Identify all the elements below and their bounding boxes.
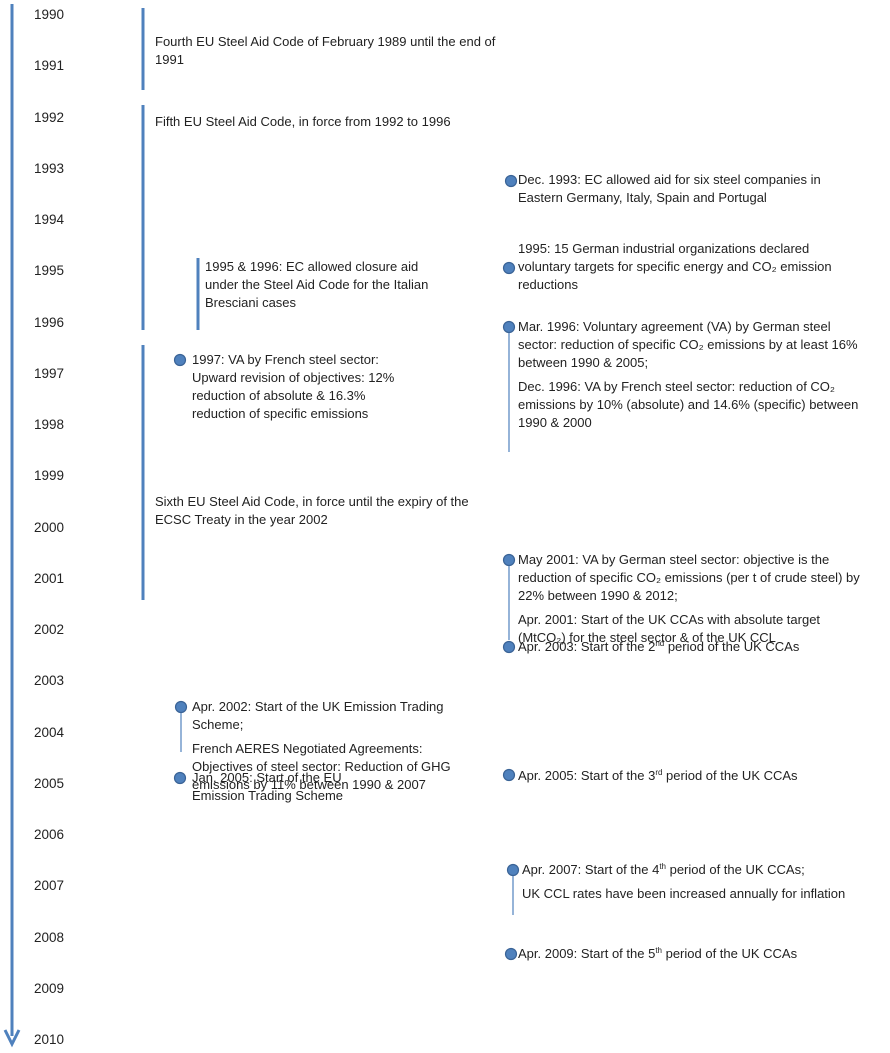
year-label: 1992 bbox=[34, 109, 65, 125]
event-dot bbox=[502, 320, 516, 334]
event-text: Apr. 2009: Start of the 5th period of th… bbox=[518, 946, 798, 961]
aid-code: Sixth EU Steel Aid Code, in force until … bbox=[155, 493, 500, 535]
year-label: 1991 bbox=[34, 58, 65, 74]
event-text: Apr. 2002: Start of the UK Emission Trad… bbox=[192, 699, 444, 732]
year-label: 2005 bbox=[34, 775, 65, 791]
event: 1997: VA by French steel sector: Upward … bbox=[192, 351, 417, 429]
axis-arrow bbox=[3, 1029, 21, 1048]
year-label: 1996 bbox=[34, 314, 65, 330]
event-text: UK CCL rates have been increased annuall… bbox=[522, 886, 846, 901]
event-text: French AERES Negotiated Agreements: Obje… bbox=[192, 741, 451, 792]
event-text: 1995 & 1996: EC allowed closure aid unde… bbox=[205, 259, 429, 310]
event-text: Apr. 2003: Start of the 2nd period of th… bbox=[518, 639, 800, 654]
event-text: May 2001: VA by German steel sector: obj… bbox=[518, 552, 860, 603]
aid-code: Fifth EU Steel Aid Code, in force from 1… bbox=[155, 113, 515, 137]
year-label: 2006 bbox=[34, 827, 65, 842]
event-dot bbox=[173, 771, 187, 785]
event-text: Jan. 2005: Start of the EU Emission Trad… bbox=[192, 770, 344, 803]
event-dot bbox=[502, 553, 516, 567]
event: Apr. 2007: Start of the 4th period of th… bbox=[522, 861, 862, 909]
event: Apr. 2005: Start of the 3rd period of th… bbox=[518, 767, 868, 791]
event: Jan. 2005: Start of the EU Emission Trad… bbox=[192, 769, 392, 811]
year-label: 2008 bbox=[34, 929, 65, 945]
event-dot bbox=[506, 863, 520, 877]
year-label: 2007 bbox=[34, 878, 65, 894]
event-text: 1997: VA by French steel sector: Upward … bbox=[192, 352, 395, 421]
year-label: 2010 bbox=[34, 1032, 65, 1047]
event-dot bbox=[173, 353, 187, 367]
year-label: 2001 bbox=[34, 570, 65, 586]
aid-code: Fourth EU Steel Aid Code of February 198… bbox=[155, 33, 500, 75]
event-dot bbox=[174, 700, 188, 714]
event-dot bbox=[502, 768, 516, 782]
year-label: 1995 bbox=[34, 263, 65, 279]
aid-code: 1995 & 1996: EC allowed closure aid unde… bbox=[205, 258, 440, 318]
event-text: Fourth EU Steel Aid Code of February 198… bbox=[155, 34, 496, 67]
year-label: 2009 bbox=[34, 980, 65, 996]
event-text: Dec. 1993: EC allowed aid for six steel … bbox=[518, 172, 821, 205]
year-label: 2000 bbox=[34, 519, 65, 535]
event: Apr. 2002: Start of the UK Emission Trad… bbox=[192, 698, 457, 800]
event-text: 1995: 15 German industrial organizations… bbox=[518, 241, 832, 292]
year-label: 2003 bbox=[34, 673, 65, 689]
year-label: 1990 bbox=[34, 7, 65, 22]
event: Mar. 1996: Voluntary agreement (VA) by G… bbox=[518, 318, 863, 438]
event-text: Sixth EU Steel Aid Code, in force until … bbox=[155, 494, 469, 527]
year-label: 1993 bbox=[34, 160, 65, 176]
year-label: 1997 bbox=[34, 365, 65, 381]
event: Apr. 2009: Start of the 5th period of th… bbox=[518, 945, 868, 969]
event: 1995: 15 German industrial organizations… bbox=[518, 240, 858, 300]
event-dot bbox=[502, 640, 516, 654]
event-dot bbox=[504, 947, 518, 961]
year-label: 2002 bbox=[34, 622, 65, 637]
event: May 2001: VA by German steel sector: obj… bbox=[518, 551, 868, 653]
event: Apr. 2003: Start of the 2nd period of th… bbox=[518, 638, 868, 662]
year-label: 2004 bbox=[34, 724, 65, 740]
year-label: 1994 bbox=[34, 212, 65, 227]
event: Dec. 1993: EC allowed aid for six steel … bbox=[518, 171, 848, 213]
year-label: 1998 bbox=[34, 417, 65, 432]
event-dot bbox=[502, 261, 516, 275]
event-text: Dec. 1996: VA by French steel sector: re… bbox=[518, 379, 859, 430]
event-text: Apr. 2001: Start of the UK CCAs with abs… bbox=[518, 612, 821, 645]
event-text: Apr. 2005: Start of the 3rd period of th… bbox=[518, 768, 798, 783]
year-label: 1999 bbox=[34, 468, 65, 484]
event-text: Fifth EU Steel Aid Code, in force from 1… bbox=[155, 114, 451, 129]
event-text: Mar. 1996: Voluntary agreement (VA) by G… bbox=[518, 319, 858, 370]
event-dot bbox=[504, 174, 518, 188]
event-text: Apr. 2007: Start of the 4th period of th… bbox=[522, 862, 805, 877]
